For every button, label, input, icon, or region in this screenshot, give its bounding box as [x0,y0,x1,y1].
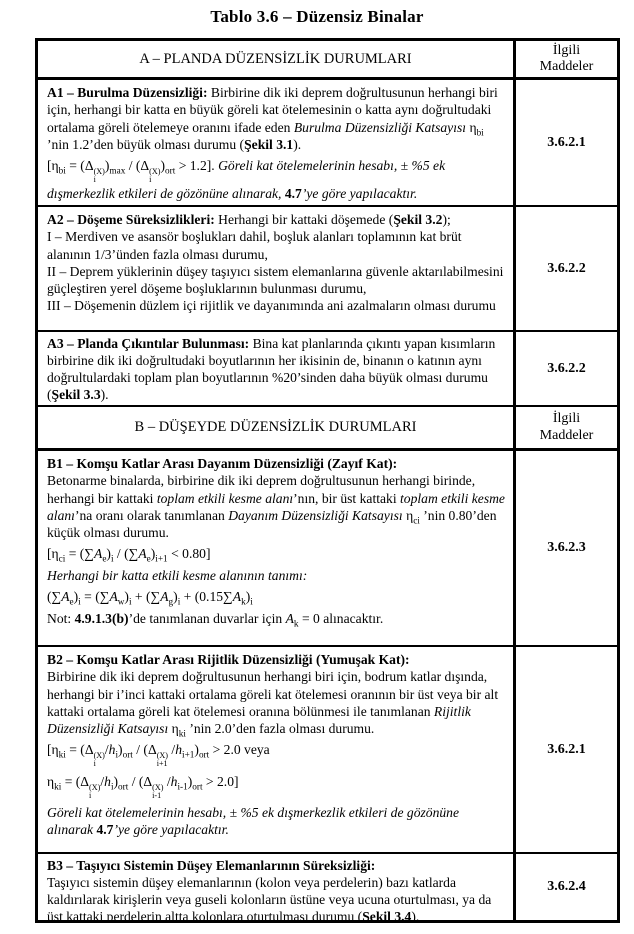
row-a2-description: A2 – Döşeme Süreksizlikleri: Herhangi bi… [38,207,513,330]
row-b2: B2 – Komşu Katlar Arası Rijitlik Düzensi… [38,647,617,854]
row-a2-article-number: 3.6.2.2 [513,207,617,330]
section-b-rows: B1 – Komşu Katlar Arası Dayanım Düzensiz… [38,451,617,920]
formula-line: [ηki = (Δ (X) i/hi)ort / (Δ (X) i+1 /hi+1)or… [47,742,270,769]
row-b1-description: B1 – Komşu Katlar Arası Dayanım Düzensiz… [38,451,513,645]
irregular-buildings-table: A – PLANDA DÜZENSİZLİK DURUMLARI İlgili … [35,38,620,923]
section-b-header: B – DÜŞEYDE DÜZENSİZLİK DURUMLARI [134,419,417,435]
section-a-rows: A1 – Burulma Düzensizliği: Birbirine dik… [38,80,617,407]
row-a1-description: A1 – Burulma Düzensizliği: Birbirine dik… [38,80,513,205]
row-b3-article-number: 3.6.2.4 [513,854,617,920]
formula-line: (∑Ae)i = (∑Aw)i + (∑Ag)i + (0.15∑Ak)i [47,588,253,607]
text-paragraph: Taşıyıcı sistemin düşey elemanlarının (k… [47,874,492,920]
text-paragraph: A1 – Burulma Düzensizliği: Birbirine dik… [47,85,498,152]
text-paragraph: Birbirine dik iki deprem doğrultusunun h… [47,669,499,739]
section-b-header-row: B – DÜŞEYDE DÜZENSİZLİK DURUMLARI İlgili… [38,407,617,451]
text-paragraph: B1 – Komşu Katlar Arası Dayanım Düzensiz… [47,456,398,471]
section-a-header: A – PLANDA DÜZENSİZLİK DURUMLARI [139,50,412,67]
table-title: Tablo 3.6 – Düzensiz Binalar [210,7,424,26]
row-b1-article-number: 3.6.2.3 [513,451,617,645]
text-paragraph: II – Deprem yüklerinin düşey taşıyıcı si… [47,263,504,296]
row-a3-article-number: 3.6.2.2 [513,332,617,405]
row-b3-description: B3 – Taşıyıcı Sistemin Düşey Elemanların… [38,854,513,920]
text-paragraph: A2 – Döşeme Süreksizlikleri: Herhangi bi… [47,212,451,227]
text-paragraph: Göreli kat ötelemelerinin hesabı, ± %5 e… [47,804,460,838]
row-a2: A2 – Döşeme Süreksizlikleri: Herhangi bi… [38,207,617,332]
row-a3-description: A3 – Planda Çıkıntılar Bulunması: Bina k… [38,332,513,405]
row-a1: A1 – Burulma Düzensizliği: Birbirine dik… [38,80,617,207]
formula-line: ηki = (Δ (X) i/hi)ort / (Δ (X) i-1 /hi-1)ort… [47,774,239,801]
text-paragraph: A3 – Planda Çıkıntılar Bulunması: Bina k… [47,336,496,402]
row-a3: A3 – Planda Çıkıntılar Bulunması: Bina k… [38,332,617,407]
text-paragraph: III – Döşemenin düzlem içi rijitlik ve d… [47,298,496,314]
text-paragraph: B2 – Komşu Katlar Arası Rijitlik Düzensi… [47,652,410,667]
row-b2-description: B2 – Komşu Katlar Arası Rijitlik Düzensi… [38,647,513,852]
row-b3: B3 – Taşıyıcı Sistemin Düşey Elemanların… [38,854,617,920]
section-a-header-row: A – PLANDA DÜZENSİZLİK DURUMLARI İlgili … [38,41,617,80]
text-paragraph: Betonarme binalarda, birbirine dik iki d… [47,473,505,540]
formula-line: [ηci = (∑Ae)i / (∑Ae)i+1 < 0.80] [47,546,211,564]
section-a-related-articles-header: İlgili Maddeler [513,41,617,77]
text-paragraph: Herhangi bir katta etkili kesme alanının… [47,567,308,583]
row-b1: B1 – Komşu Katlar Arası Dayanım Düzensiz… [38,451,617,647]
text-paragraph: B3 – Taşıyıcı Sistemin Düşey Elemanların… [47,858,376,873]
formula-line: [ηbi = (Δ (X) i)max / (Δ (X) i)ort > 1.2]. G… [47,158,446,201]
formula-line: Not: 4.9.1.3(b)’de tanımlanan duvarlar i… [47,611,384,629]
text-paragraph: I – Merdiven ve asansör boşlukları dahil… [47,229,462,262]
row-a1-article-number: 3.6.2.1 [513,80,617,205]
section-b-related-articles-header: İlgili Maddeler [513,407,617,448]
row-b2-article-number: 3.6.2.1 [513,647,617,852]
